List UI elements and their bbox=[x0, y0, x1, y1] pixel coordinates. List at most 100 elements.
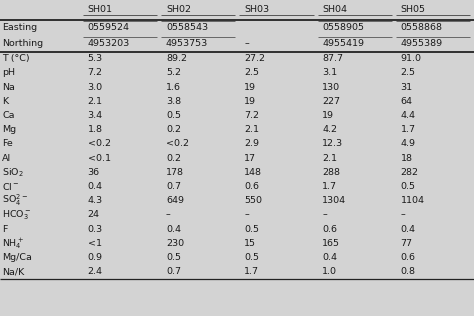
Text: 0.2: 0.2 bbox=[166, 154, 181, 162]
Text: 17: 17 bbox=[244, 154, 256, 162]
Text: 130: 130 bbox=[322, 82, 340, 92]
Text: 0.4: 0.4 bbox=[166, 225, 181, 234]
Text: SH05: SH05 bbox=[401, 5, 426, 14]
Text: 77: 77 bbox=[401, 239, 412, 248]
Text: 0.2: 0.2 bbox=[166, 125, 181, 134]
Text: –: – bbox=[166, 210, 171, 219]
Text: 0.5: 0.5 bbox=[166, 111, 181, 120]
Text: Northing: Northing bbox=[2, 39, 44, 48]
Text: SH01: SH01 bbox=[88, 5, 113, 14]
Text: 0.5: 0.5 bbox=[244, 253, 259, 262]
Text: –: – bbox=[401, 210, 405, 219]
Text: 5.3: 5.3 bbox=[88, 54, 103, 63]
Text: SiO$_2$: SiO$_2$ bbox=[2, 166, 24, 179]
Text: 36: 36 bbox=[88, 168, 100, 177]
Text: 2.5: 2.5 bbox=[244, 68, 259, 77]
Text: Easting: Easting bbox=[2, 23, 37, 32]
Text: <0.1: <0.1 bbox=[88, 154, 111, 162]
Text: 4.4: 4.4 bbox=[401, 111, 416, 120]
Text: 1104: 1104 bbox=[401, 196, 425, 205]
Text: 3.8: 3.8 bbox=[166, 97, 181, 106]
Text: 0.6: 0.6 bbox=[244, 182, 259, 191]
Text: 2.1: 2.1 bbox=[322, 154, 337, 162]
Text: 0.7: 0.7 bbox=[166, 267, 181, 276]
Text: 282: 282 bbox=[401, 168, 419, 177]
Text: 24: 24 bbox=[88, 210, 100, 219]
Text: 178: 178 bbox=[166, 168, 184, 177]
Text: 31: 31 bbox=[401, 82, 413, 92]
Text: 64: 64 bbox=[401, 97, 412, 106]
Text: 4953203: 4953203 bbox=[88, 39, 130, 48]
Text: 2.9: 2.9 bbox=[244, 139, 259, 149]
Text: T (°C): T (°C) bbox=[2, 54, 30, 63]
Text: 4955419: 4955419 bbox=[322, 39, 365, 48]
Text: 1.0: 1.0 bbox=[322, 267, 337, 276]
Text: pH: pH bbox=[2, 68, 15, 77]
Text: 15: 15 bbox=[244, 239, 256, 248]
Text: SO$_4^{2-}$: SO$_4^{2-}$ bbox=[2, 193, 28, 208]
Text: 0.7: 0.7 bbox=[166, 182, 181, 191]
Text: 0.6: 0.6 bbox=[322, 225, 337, 234]
Text: 1.7: 1.7 bbox=[401, 125, 416, 134]
Text: 0.9: 0.9 bbox=[88, 253, 103, 262]
Text: 2.1: 2.1 bbox=[244, 125, 259, 134]
Text: 148: 148 bbox=[244, 168, 262, 177]
Text: 649: 649 bbox=[166, 196, 184, 205]
Text: 1.6: 1.6 bbox=[166, 82, 181, 92]
Text: 19: 19 bbox=[244, 82, 256, 92]
Text: <1: <1 bbox=[88, 239, 102, 248]
Text: –: – bbox=[244, 210, 249, 219]
Text: Na/K: Na/K bbox=[2, 267, 25, 276]
Text: 230: 230 bbox=[166, 239, 184, 248]
Text: 0.5: 0.5 bbox=[244, 225, 259, 234]
Text: 3.0: 3.0 bbox=[88, 82, 103, 92]
Text: 87.7: 87.7 bbox=[322, 54, 343, 63]
Text: 165: 165 bbox=[322, 239, 340, 248]
Text: 4953753: 4953753 bbox=[166, 39, 208, 48]
Text: 1.8: 1.8 bbox=[88, 125, 103, 134]
Text: 0559524: 0559524 bbox=[88, 23, 130, 32]
Text: 2.5: 2.5 bbox=[401, 68, 416, 77]
Text: 0.8: 0.8 bbox=[401, 267, 416, 276]
Text: 91.0: 91.0 bbox=[401, 54, 421, 63]
Text: HCO$_3^-$: HCO$_3^-$ bbox=[2, 208, 32, 222]
Text: 1.7: 1.7 bbox=[322, 182, 337, 191]
Text: <0.2: <0.2 bbox=[166, 139, 189, 149]
Text: 27.2: 27.2 bbox=[244, 54, 265, 63]
Text: F: F bbox=[2, 225, 8, 234]
Text: 0.4: 0.4 bbox=[88, 182, 103, 191]
Text: 3.1: 3.1 bbox=[322, 68, 337, 77]
Text: 7.2: 7.2 bbox=[88, 68, 103, 77]
Text: 4.3: 4.3 bbox=[88, 196, 103, 205]
Text: 227: 227 bbox=[322, 97, 340, 106]
Text: 89.2: 89.2 bbox=[166, 54, 187, 63]
Text: SH04: SH04 bbox=[322, 5, 347, 14]
Text: 18: 18 bbox=[401, 154, 412, 162]
Text: <0.2: <0.2 bbox=[88, 139, 111, 149]
Text: 4955389: 4955389 bbox=[401, 39, 443, 48]
Text: 2.1: 2.1 bbox=[88, 97, 103, 106]
Text: NH$_4^+$: NH$_4^+$ bbox=[2, 236, 25, 251]
Text: K: K bbox=[2, 97, 9, 106]
Text: 0558868: 0558868 bbox=[401, 23, 443, 32]
Text: Al: Al bbox=[2, 154, 11, 162]
Text: SH03: SH03 bbox=[244, 5, 269, 14]
Text: 550: 550 bbox=[244, 196, 262, 205]
Text: –: – bbox=[244, 39, 249, 48]
Text: Na: Na bbox=[2, 82, 15, 92]
Text: 19: 19 bbox=[322, 111, 334, 120]
Text: 5.2: 5.2 bbox=[166, 68, 181, 77]
Text: 0558543: 0558543 bbox=[166, 23, 208, 32]
Text: 0.6: 0.6 bbox=[401, 253, 416, 262]
Text: SH02: SH02 bbox=[166, 5, 191, 14]
Text: 1.7: 1.7 bbox=[244, 267, 259, 276]
Text: Mg: Mg bbox=[2, 125, 17, 134]
Text: Cl$^-$: Cl$^-$ bbox=[2, 181, 20, 192]
Text: 2.4: 2.4 bbox=[88, 267, 103, 276]
Text: 4.2: 4.2 bbox=[322, 125, 337, 134]
Text: 3.4: 3.4 bbox=[88, 111, 103, 120]
Text: 12.3: 12.3 bbox=[322, 139, 344, 149]
Text: 0.4: 0.4 bbox=[322, 253, 337, 262]
Text: 19: 19 bbox=[244, 97, 256, 106]
Text: 0.5: 0.5 bbox=[166, 253, 181, 262]
